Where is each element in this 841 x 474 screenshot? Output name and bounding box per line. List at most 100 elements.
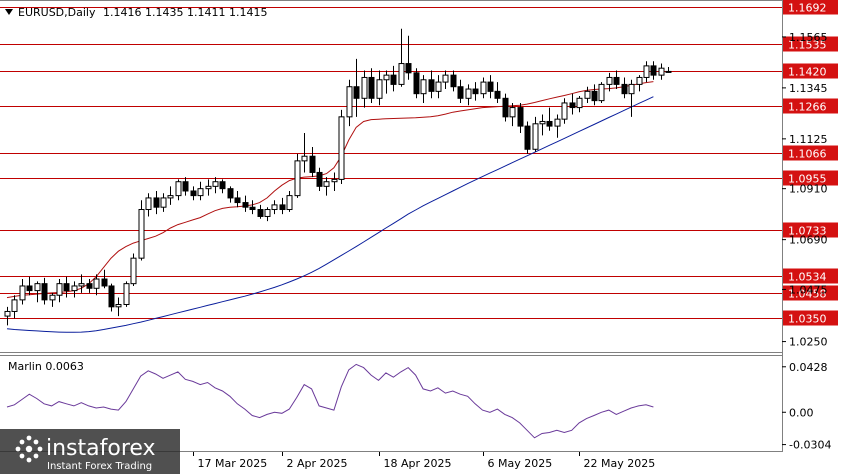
candle-body: [227, 188, 234, 199]
candle-body: [502, 97, 509, 118]
candle-body: [101, 278, 108, 287]
candle-body: [420, 79, 427, 95]
candle-body: [56, 283, 63, 296]
price-tick-label: 1.0475: [789, 283, 828, 296]
collapse-triangle-icon[interactable]: [5, 9, 13, 15]
candle-body: [26, 285, 33, 292]
candle-body: [428, 79, 435, 92]
candle-body: [338, 116, 345, 180]
candle-body: [598, 83, 605, 102]
candle-body: [167, 195, 174, 199]
level-label-box: [783, 145, 838, 161]
level-label: 1.1420: [788, 66, 827, 79]
candle-body: [472, 88, 479, 95]
candle-body: [591, 90, 598, 102]
candle-body: [628, 83, 635, 95]
candle-body: [457, 86, 464, 99]
candle-body: [63, 283, 70, 292]
level-label-box: [783, 36, 838, 52]
candle-body: [123, 283, 130, 306]
candle-body: [643, 65, 650, 78]
level-label: 1.1535: [788, 39, 827, 52]
candle-body: [435, 81, 442, 92]
candle-body: [182, 181, 189, 192]
candle-body: [517, 107, 524, 127]
time-tick-label: 18 Apr 2025: [384, 457, 452, 470]
watermark-brand: instaforex: [46, 436, 156, 461]
candle-body: [524, 125, 531, 150]
price-tick-label: 1.0250: [789, 336, 828, 349]
candle-body: [509, 107, 516, 118]
price-tick-label: 1.1125: [789, 133, 828, 146]
candle-body: [494, 90, 501, 99]
time-tick-label: 17 Mar 2025: [198, 457, 268, 470]
level-label: 1.1692: [788, 2, 827, 15]
ohlc-readout: 1.1416 1.1435 1.1411 1.1415: [103, 6, 267, 19]
time-tick-label: 2 Apr 2025: [287, 457, 348, 470]
watermark-tagline: Instant Forex Trading: [47, 461, 152, 472]
candle-body: [115, 304, 122, 308]
candle-body: [390, 74, 397, 85]
candle-body: [190, 190, 197, 197]
candle-body: [613, 76, 620, 85]
price-pane: [4, 28, 672, 333]
candle-body: [576, 97, 583, 109]
level-label-box: [783, 268, 838, 284]
candle-body: [606, 76, 613, 85]
candle-body: [41, 283, 48, 301]
indicator-axis: 0.0428 0.00 -0.0304: [782, 361, 831, 452]
candle-body: [219, 181, 226, 190]
price-tick-label: 1.1345: [789, 82, 828, 95]
candle-body: [294, 160, 301, 197]
candle-body: [480, 81, 487, 95]
candle-body: [286, 195, 293, 211]
ma-red-line: [6, 81, 654, 299]
level-label: 1.1266: [788, 101, 827, 114]
candle-body: [353, 86, 360, 99]
marlin-line: [6, 363, 654, 439]
time-tick-label: 22 May 2025: [584, 457, 656, 470]
level-label-box: [783, 310, 838, 326]
candle-body: [249, 206, 256, 211]
candle-body: [487, 81, 494, 92]
candle-body: [621, 83, 628, 95]
candle-body: [108, 285, 115, 308]
indicator-tick-label: -0.0304: [789, 439, 831, 452]
candle-body: [86, 283, 93, 289]
candle-body: [383, 74, 390, 81]
candle-body: [11, 299, 18, 312]
candle-body: [331, 178, 338, 183]
symbol-label: EURUSD,Daily: [18, 6, 96, 19]
level-label: 1.0534: [788, 271, 827, 284]
candle-body: [361, 76, 368, 99]
candle-body: [138, 209, 145, 259]
level-label: 1.0350: [788, 313, 827, 326]
candle-body: [160, 197, 167, 208]
candle-body: [145, 197, 152, 211]
candle-body: [532, 123, 539, 150]
candle-body: [71, 285, 78, 292]
candle-body: [569, 102, 576, 109]
indicator-tick-label: 0.00: [789, 406, 814, 419]
candle-body: [49, 294, 56, 301]
level-label-box: [783, 285, 838, 301]
candle-body: [650, 65, 657, 76]
candle-body: [93, 278, 100, 289]
level-label-box: [783, 98, 838, 114]
candle-body: [346, 86, 353, 118]
candle-body: [257, 209, 264, 217]
candle-body: [4, 310, 11, 317]
level-label-box: [783, 0, 838, 15]
indicator-label: Marlin 0.0063: [8, 360, 84, 373]
candle-body: [323, 181, 330, 187]
level-label: 1.0458: [788, 288, 827, 301]
candle-body: [153, 197, 160, 208]
price-tick-label: 1.0690: [789, 234, 828, 247]
candle-body: [368, 76, 375, 99]
candle-body: [376, 79, 383, 99]
level-label: 1.0955: [788, 173, 827, 186]
candle-body: [197, 188, 204, 197]
price-axis: 1.0250 1.0475 1.0690 1.0910 1.1125 1.1345 1.15…: [782, 31, 828, 349]
candle-body: [316, 171, 323, 187]
